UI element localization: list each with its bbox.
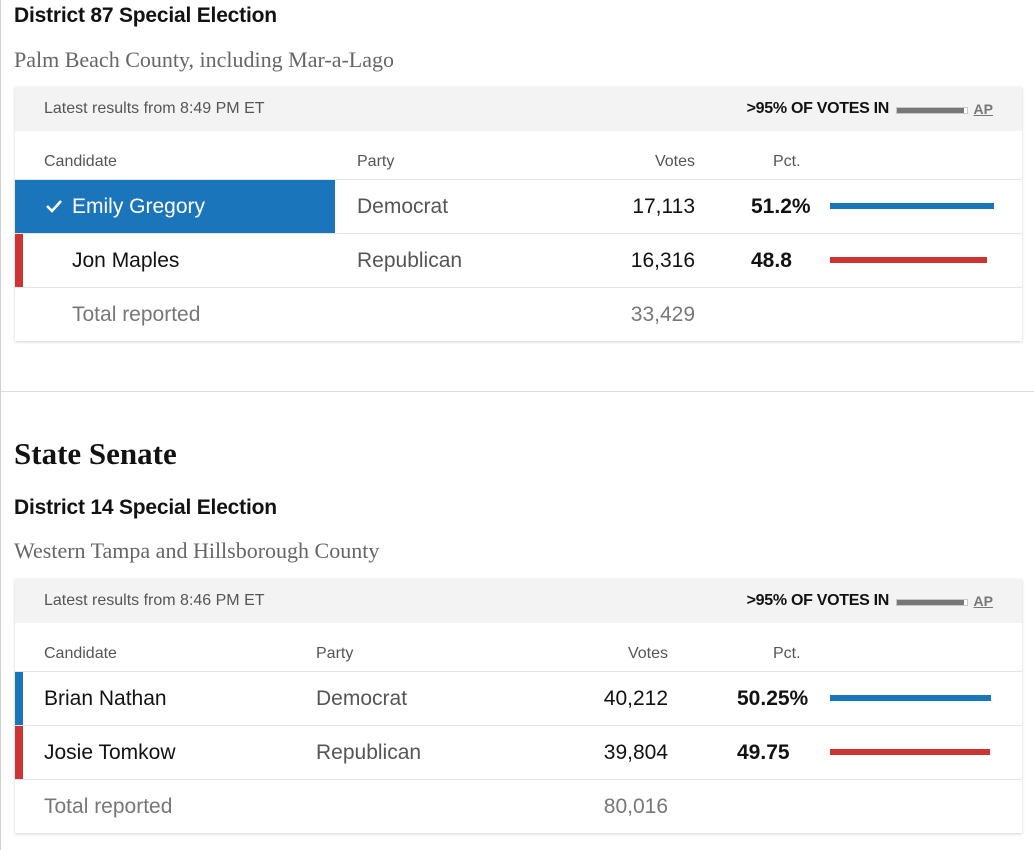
candidate-name: Jon Maples — [72, 249, 180, 272]
candidate-name: Brian Nathan — [44, 687, 167, 710]
total-reported-label: Total reported — [72, 303, 201, 326]
winner-highlight: Emily Gregory — [15, 180, 335, 233]
section-title: State Senate — [14, 436, 177, 471]
total-reported-label: Total reported — [44, 795, 173, 818]
candidate-pct-bar — [830, 203, 994, 209]
results-table: Latest results from 8:49 PM ET >95% OF V… — [15, 87, 1022, 341]
party-color-stripe — [15, 672, 23, 725]
votes-in-label: >95% OF VOTES IN — [746, 100, 890, 117]
race-title: District 14 Special Election — [14, 496, 277, 519]
candidate-votes: 39,804 — [603, 741, 668, 764]
results-header: Latest results from 8:49 PM ET >95% OF V… — [15, 87, 1022, 131]
column-headers: Candidate Party Votes Pct. — [15, 623, 1022, 672]
candidate-pct-bar — [830, 749, 990, 755]
candidate-pct-bar — [830, 695, 991, 701]
candidate-votes: 16,316 — [630, 249, 695, 272]
candidate-name: Emily Gregory — [72, 195, 206, 218]
candidate-name: Josie Tomkow — [44, 741, 176, 764]
latest-results-timestamp: Latest results from 8:49 PM ET — [44, 100, 265, 117]
candidate-party: Republican — [316, 741, 422, 764]
total-votes: 33,429 — [630, 303, 695, 326]
winner-check-icon — [46, 200, 62, 213]
party-column-header: Party — [357, 153, 395, 170]
reporting-progress-fill — [897, 108, 964, 113]
candidate-column-header: Candidate — [44, 645, 117, 662]
candidate-column-header: Candidate — [44, 153, 117, 170]
candidate-pct: 48.8 — [751, 249, 792, 272]
candidate-row: Brian Nathan Democrat 40,212 50.25% — [15, 672, 1022, 726]
race-subtitle: Palm Beach County, including Mar-a-Lago — [14, 47, 394, 72]
candidate-pct: 51.2% — [751, 195, 811, 218]
party-color-stripe — [15, 234, 23, 287]
candidate-party: Democrat — [316, 687, 408, 710]
votes-column-header: Votes — [627, 645, 668, 662]
candidate-row: Jon Maples Republican 16,316 48.8 — [15, 234, 1022, 288]
results-header: Latest results from 8:46 PM ET >95% OF V… — [15, 579, 1022, 623]
candidate-pct: 50.25% — [737, 687, 809, 710]
total-row: Total reported 80,016 — [15, 780, 1022, 833]
results-table: Latest results from 8:46 PM ET >95% OF V… — [15, 579, 1022, 833]
candidate-pct-bar — [830, 257, 987, 263]
candidate-row: Emily Gregory Democrat 17,113 51.2% — [15, 180, 1022, 234]
column-headers: Candidate Party Votes Pct. — [15, 131, 1022, 180]
ap-source-link[interactable]: AP — [973, 101, 993, 117]
reporting-progress-bar — [896, 107, 968, 114]
reporting-progress-bar — [896, 599, 968, 606]
total-votes: 80,016 — [603, 795, 668, 818]
candidate-party: Republican — [357, 249, 463, 272]
candidate-votes: 17,113 — [632, 195, 695, 218]
reporting-progress-fill — [897, 600, 964, 605]
party-color-stripe — [15, 726, 23, 779]
candidate-pct: 49.75 — [737, 741, 790, 764]
candidate-party: Democrat — [357, 195, 449, 218]
race-subtitle: Western Tampa and Hillsborough County — [14, 538, 380, 563]
pct-column-header: Pct. — [773, 153, 801, 170]
race-title: District 87 Special Election — [14, 4, 277, 27]
candidate-row: Josie Tomkow Republican 39,804 49.75 — [15, 726, 1022, 780]
votes-column-header: Votes — [654, 153, 695, 170]
total-row: Total reported 33,429 — [15, 288, 1022, 341]
pct-column-header: Pct. — [773, 645, 801, 662]
candidate-votes: 40,212 — [603, 687, 668, 710]
ap-source-link[interactable]: AP — [973, 593, 993, 609]
party-column-header: Party — [316, 645, 354, 662]
latest-results-timestamp: Latest results from 8:46 PM ET — [44, 592, 265, 609]
votes-in-label: >95% OF VOTES IN — [746, 592, 890, 609]
section-divider — [1, 391, 1034, 392]
